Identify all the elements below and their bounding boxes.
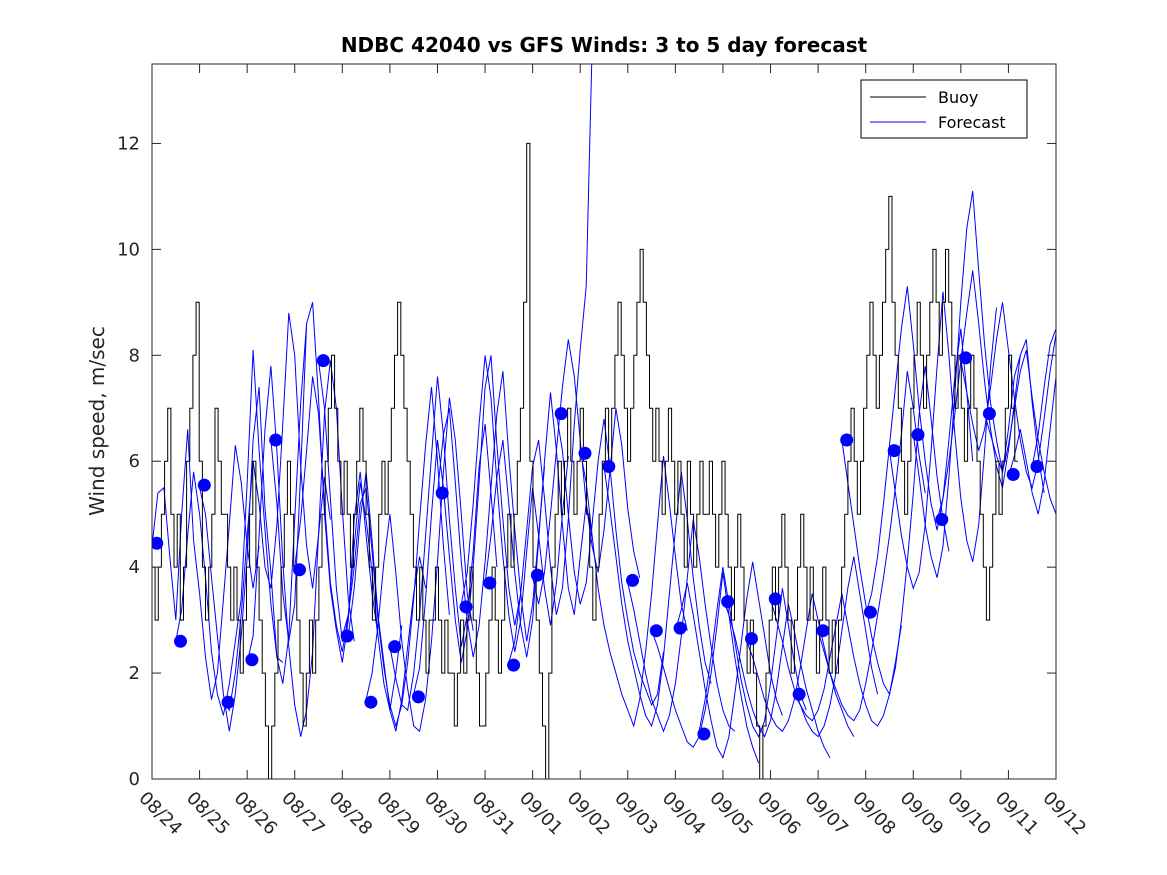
forecast-marker (887, 444, 901, 458)
forecast-marker (221, 695, 235, 709)
y-tick-label: 10 (117, 239, 140, 260)
forecast-marker (792, 687, 806, 701)
legend: Buoy Forecast (860, 79, 1028, 139)
series-layer (152, 64, 1056, 779)
forecast-run-line (603, 466, 712, 728)
forecast-run-line (722, 598, 831, 759)
y-axis-label: Wind speed, m/sec (85, 326, 109, 516)
forecast-run-line (460, 355, 569, 652)
forecast-marker (316, 354, 330, 368)
forecast-run-line (770, 556, 879, 738)
forecast-marker (935, 513, 949, 526)
forecast-marker (483, 576, 497, 590)
forecast-run-line (793, 593, 902, 727)
forecast-marker (697, 727, 711, 741)
y-tick-label: 2 (129, 663, 140, 684)
forecast-marker (388, 640, 402, 654)
forecast-marker (649, 624, 663, 638)
y-tick-label: 6 (129, 451, 140, 472)
forecast-run-line (437, 371, 545, 658)
forecast-run-line (152, 429, 260, 700)
forecast-marker (863, 605, 877, 619)
forecast-marker (816, 624, 830, 638)
forecast-marker (364, 695, 378, 709)
forecast-run-line (627, 519, 736, 733)
forecast-marker (602, 460, 616, 473)
clipped-series (152, 64, 1056, 779)
forecast-marker (435, 486, 449, 500)
forecast-marker (721, 595, 735, 609)
forecast-marker (745, 632, 758, 646)
axes-box (151, 63, 1057, 780)
forecast-marker (982, 407, 996, 421)
forecast-marker (959, 351, 973, 365)
forecast-run-line (674, 561, 783, 760)
forecast-run-line (746, 593, 855, 737)
forecast-marker (411, 690, 425, 704)
forecast-run-line (341, 387, 450, 728)
y-tick-label: 8 (129, 345, 140, 366)
forecast-marker (554, 407, 568, 421)
forecast-marker (840, 433, 854, 447)
forecast-marker (174, 634, 187, 648)
forecast-marker (626, 573, 639, 587)
forecast-run-line (365, 397, 474, 733)
y-tick-label: 12 (117, 133, 140, 154)
forecast-run-line (1031, 328, 1056, 578)
forecast-run-line (318, 360, 427, 732)
legend-forecast-label: Forecast (938, 113, 1006, 132)
y-tick-label: 4 (129, 557, 140, 578)
forecast-run-line (222, 312, 331, 712)
forecast-marker (197, 478, 211, 492)
forecast-marker (269, 433, 283, 447)
forecast-run-line (199, 323, 308, 732)
forecast-marker (152, 536, 164, 550)
forecast-run-line (508, 64, 593, 663)
forecast-marker (1006, 468, 1020, 481)
forecast-marker (673, 621, 687, 635)
forecast-run-line (841, 365, 950, 696)
buoy-line (152, 142, 1018, 779)
forecast-marker (768, 592, 782, 606)
forecast-run-line (889, 291, 997, 590)
forecast-marker (911, 428, 925, 442)
legend-buoy-label: Buoy (938, 88, 978, 107)
legend-box (860, 79, 1028, 139)
forecast-run-line (579, 450, 688, 728)
forecast-marker (507, 658, 521, 672)
forecast-run-line (698, 567, 807, 738)
forecast-run-line (960, 302, 1056, 490)
forecast-run-line (484, 392, 593, 658)
forecast-run-line (175, 349, 284, 716)
y-tick-label: 0 (129, 769, 140, 790)
forecast-marker (530, 568, 544, 582)
chart-title: NDBC 42040 vs GFS Winds: 3 to 5 day fore… (341, 33, 868, 57)
forecast-marker (1030, 460, 1044, 473)
forecast-marker (340, 629, 354, 643)
forecast-run-line (936, 270, 1045, 520)
forecast-run-line (1007, 339, 1056, 589)
forecast-marker (293, 563, 306, 577)
forecast-marker (578, 446, 592, 460)
forecast-marker (459, 600, 473, 614)
forecast-run-line (817, 371, 926, 722)
forecast-marker (245, 653, 259, 667)
forecast-run-line (651, 572, 760, 764)
